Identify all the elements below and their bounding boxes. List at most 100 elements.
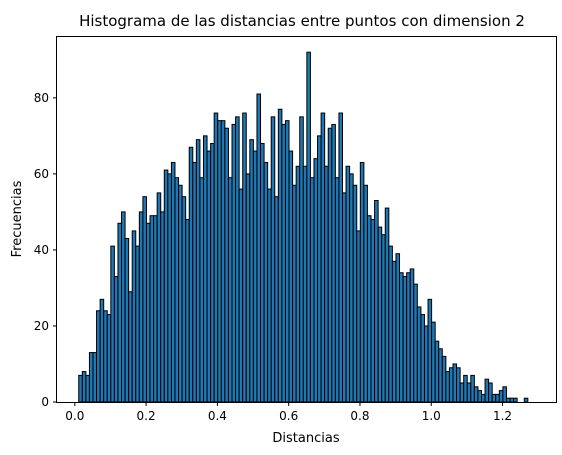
histogram-bar <box>256 93 262 403</box>
histogram-bar <box>456 367 461 403</box>
x-tick-label: 0.2 <box>137 409 156 423</box>
histogram-bar <box>288 150 294 403</box>
histogram-bar <box>420 314 425 403</box>
histogram-bar <box>416 306 422 403</box>
histogram-bar <box>459 382 465 403</box>
histogram-bar <box>213 112 219 403</box>
histogram-bar <box>131 230 137 403</box>
histogram-bar <box>249 139 254 403</box>
histogram-bar <box>413 283 418 403</box>
histogram-bar <box>477 390 483 403</box>
histogram-bar <box>495 393 500 403</box>
x-axis-label: Distancias <box>272 431 339 446</box>
histogram-bar <box>399 272 404 403</box>
histogram-bar <box>235 116 240 403</box>
histogram-bar <box>488 382 493 403</box>
histogram-bar <box>505 397 511 403</box>
x-axis-ticks: 0.0 0.2 0.4 0.6 0.8 1.0 1.2 <box>65 402 512 423</box>
histogram-bar <box>156 192 162 403</box>
histogram-bar <box>491 393 497 403</box>
histogram-bar <box>352 184 358 403</box>
plot-area-frame <box>56 36 557 403</box>
histogram-bar <box>260 142 265 403</box>
histogram-bar <box>431 321 436 403</box>
histogram-bar <box>121 211 126 403</box>
histogram-bar <box>270 116 276 403</box>
histogram-bar <box>345 165 351 403</box>
histogram-bar <box>188 146 194 403</box>
histogram-bar <box>281 123 286 403</box>
histogram-bar <box>481 393 486 403</box>
histogram-bar <box>117 222 123 403</box>
histogram-bar <box>292 184 297 403</box>
histogram-bar <box>463 374 468 403</box>
histogram-bar <box>217 120 222 403</box>
histogram-bar <box>181 196 187 403</box>
histogram-bar <box>309 177 315 403</box>
histogram-bar <box>167 173 172 403</box>
histogram-bar <box>324 165 329 403</box>
histogram-bar <box>302 165 308 403</box>
histogram-bar <box>338 112 343 403</box>
histogram-bar <box>178 184 183 403</box>
x-tick-label: 0.6 <box>279 409 298 423</box>
histogram-bar <box>374 199 379 403</box>
histogram-bar <box>409 268 415 403</box>
histogram-bar <box>124 238 130 403</box>
histogram-bar <box>498 390 504 403</box>
histogram-bar <box>402 276 408 403</box>
y-tick-label: 40 <box>34 243 49 257</box>
histogram-bar <box>185 219 190 403</box>
x-tick-label: 0.4 <box>208 409 227 423</box>
histogram-bar <box>484 378 490 403</box>
histogram-bar <box>85 374 90 403</box>
histogram-bar <box>78 374 83 403</box>
histogram-bar <box>192 161 197 403</box>
histogram-bar <box>473 386 479 403</box>
histogram-bar <box>160 211 165 403</box>
histogram-bar <box>306 51 311 403</box>
x-tick-label: 1.0 <box>422 409 441 423</box>
histogram-bar <box>274 196 279 403</box>
histogram-bar <box>295 165 301 403</box>
histogram-bar <box>106 314 112 403</box>
histogram-bar <box>284 120 290 403</box>
histogram-bar <box>88 352 94 403</box>
histogram-bar <box>135 245 140 403</box>
histogram-bar <box>128 291 133 403</box>
histogram-bar <box>509 397 515 403</box>
histogram-bar <box>356 230 361 403</box>
x-tick-label: 1.2 <box>493 409 512 423</box>
y-tick-label: 0 <box>41 395 49 409</box>
histogram-bar <box>145 222 151 403</box>
histogram-bar <box>224 127 229 403</box>
x-tick-label: 0.0 <box>65 409 84 423</box>
histogram-bar <box>466 382 472 403</box>
histogram-bar <box>363 184 368 403</box>
histogram-bar <box>170 161 176 403</box>
y-tick-label: 20 <box>34 319 49 333</box>
histogram-bar <box>174 177 180 403</box>
histogram-bar <box>96 310 101 403</box>
histogram-bar <box>470 374 475 403</box>
histogram-bar <box>391 260 397 403</box>
histogram-bar <box>299 116 304 403</box>
histogram-bar <box>313 158 319 403</box>
histogram-bar <box>342 192 347 403</box>
y-tick-label: 80 <box>34 91 49 105</box>
histogram-bar <box>138 211 144 403</box>
histogram-bar <box>384 207 390 403</box>
histogram-bar <box>220 120 226 403</box>
histogram-bar <box>445 371 450 403</box>
histogram-bar <box>331 123 336 403</box>
histogram-bar <box>113 276 119 403</box>
histogram-bar <box>142 196 147 403</box>
chart-title: Histograma de las distancias entre punto… <box>79 12 525 30</box>
histogram-bar <box>206 150 212 403</box>
histogram-bar <box>199 177 204 403</box>
y-tick-label: 60 <box>34 167 49 181</box>
histogram-bar <box>99 298 105 403</box>
histogram-bar <box>210 142 215 403</box>
histogram-bar <box>349 173 354 403</box>
histogram-bar <box>327 127 333 403</box>
